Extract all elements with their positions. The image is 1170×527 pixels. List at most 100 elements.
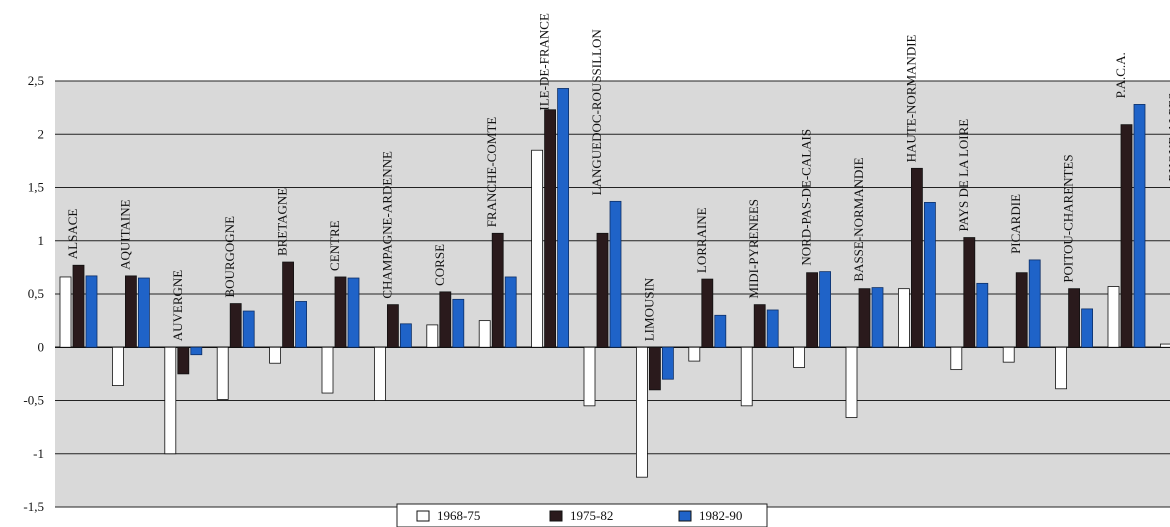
region-label: LORRAINE [694, 207, 709, 273]
y-tick-label: 0,5 [28, 286, 44, 301]
region-label: BRETAGNE [275, 188, 290, 256]
bar-1975-82 [596, 232, 609, 348]
bar-group [112, 275, 150, 386]
region-label: MIDI-PYRENEES [746, 199, 761, 299]
bar-1968-75 [950, 346, 963, 371]
y-tick-label: -0,5 [23, 393, 44, 408]
region-label: P.A.C.A. [1113, 52, 1128, 98]
bar-group [269, 261, 308, 364]
legend-swatch-1968-75 [416, 510, 430, 522]
bar-1982-90 [452, 298, 465, 348]
region-label: CENTRE [327, 220, 342, 271]
bar-1968-75 [636, 346, 648, 478]
bar-1975-82 [1015, 272, 1028, 348]
bar-group [531, 88, 569, 348]
y-tick-label: 2,5 [28, 73, 44, 88]
region-label: AQUITAINE [117, 199, 132, 269]
bar-1968-75 [688, 346, 701, 362]
bar-1975-82 [544, 109, 556, 348]
bar-1968-75 [426, 324, 439, 348]
bar-1975-82 [963, 237, 976, 348]
bar-group [1160, 343, 1170, 348]
y-tick-label: 0 [38, 339, 45, 354]
bar-1975-82 [177, 346, 190, 375]
bar-group [950, 237, 989, 371]
bar-1968-75 [531, 149, 543, 348]
bar-1982-90 [295, 301, 308, 348]
bar-group [216, 303, 255, 400]
region-label: CHAMPAGNE-ARDENNE [379, 151, 394, 299]
bar-1982-90 [190, 346, 203, 356]
bar-group [740, 304, 779, 407]
bar-1982-90 [714, 314, 727, 348]
bar-1982-90 [1081, 308, 1093, 348]
legend-label-1982-90: 1982-90 [699, 508, 742, 523]
region-label: PICARDIE [1008, 194, 1023, 254]
bar-group [636, 346, 674, 478]
region-label: NORD-PAS-DE-CALAIS [799, 129, 814, 266]
bar-group [59, 264, 98, 348]
bar-1982-90 [766, 309, 779, 348]
region-label: ILE-DE-FRANCE [537, 13, 552, 111]
region-label: BASSE-NORMANDIE [851, 157, 866, 281]
bar-1968-75 [164, 346, 177, 455]
region-label: RHONE-ALPES [1165, 93, 1170, 182]
bar-group [1002, 259, 1041, 363]
bar-1982-90 [609, 200, 622, 348]
bar-1968-75 [1055, 346, 1067, 390]
bar-1982-90 [557, 88, 569, 348]
bar-groups [59, 88, 1170, 478]
bar-1968-75 [793, 346, 805, 368]
region-label: LIMOUSIN [641, 277, 656, 341]
bar-group [1107, 104, 1146, 348]
legend-swatch-1982-90 [678, 510, 692, 522]
bar-1975-82 [806, 272, 818, 348]
bar-1968-75 [1107, 286, 1120, 348]
bar-group [426, 291, 465, 348]
bar-1975-82 [282, 261, 295, 348]
bar-group [688, 278, 727, 362]
legend: 1968-75 1975-82 1982-90 [396, 503, 768, 527]
bar-group [164, 346, 203, 455]
bar-1975-82 [1120, 124, 1133, 348]
bar-1968-75 [1002, 346, 1015, 363]
bar-1982-90 [1028, 259, 1041, 348]
bar-1975-82 [125, 275, 137, 348]
region-label: AUVERGNE [170, 270, 185, 342]
region-labels: ALSACE AQUITAINE AUVERGNE BOURGOGNE BRETAGNE… [65, 13, 1170, 341]
bar-1982-90 [871, 287, 884, 348]
region-label: BOURGOGNE [222, 216, 237, 298]
bar-1968-75 [112, 346, 124, 386]
bar-group [321, 276, 360, 394]
bar-1982-90 [504, 276, 517, 348]
bar-1968-75 [373, 346, 386, 401]
region-label: FRANCHE-COMTE [484, 117, 499, 228]
bar-group [845, 287, 884, 418]
bar-1982-90 [662, 346, 674, 380]
legend-label-1975-82: 1975-82 [570, 508, 613, 523]
y-tick-label: 1,5 [28, 180, 44, 195]
legend-box [396, 503, 768, 527]
bar-1975-82 [439, 291, 452, 348]
bar-group [373, 304, 412, 401]
bar-group [478, 232, 517, 348]
bar-1975-82 [334, 276, 347, 348]
bar-group [898, 167, 936, 348]
bar-1975-82 [491, 232, 504, 348]
bar-1975-82 [1068, 288, 1080, 348]
region-label: ALSACE [65, 209, 80, 260]
bar-1982-90 [976, 282, 989, 348]
y-tick-labels: 2,5 2 1,5 1 0,5 0 -0,5 -1 -1,5 [23, 73, 44, 514]
bar-1968-75 [269, 346, 282, 364]
bar-1968-75 [59, 276, 72, 348]
bar-1968-75 [583, 346, 596, 407]
y-tick-label: 1 [38, 233, 45, 248]
bar-1968-75 [216, 346, 229, 400]
bar-1975-82 [911, 167, 923, 348]
bar-1975-82 [753, 304, 766, 348]
bar-1968-75 [740, 346, 753, 407]
bar-1982-90 [137, 277, 150, 348]
bar-1968-75 [898, 288, 910, 348]
legend-label-1968-75: 1968-75 [437, 508, 480, 523]
